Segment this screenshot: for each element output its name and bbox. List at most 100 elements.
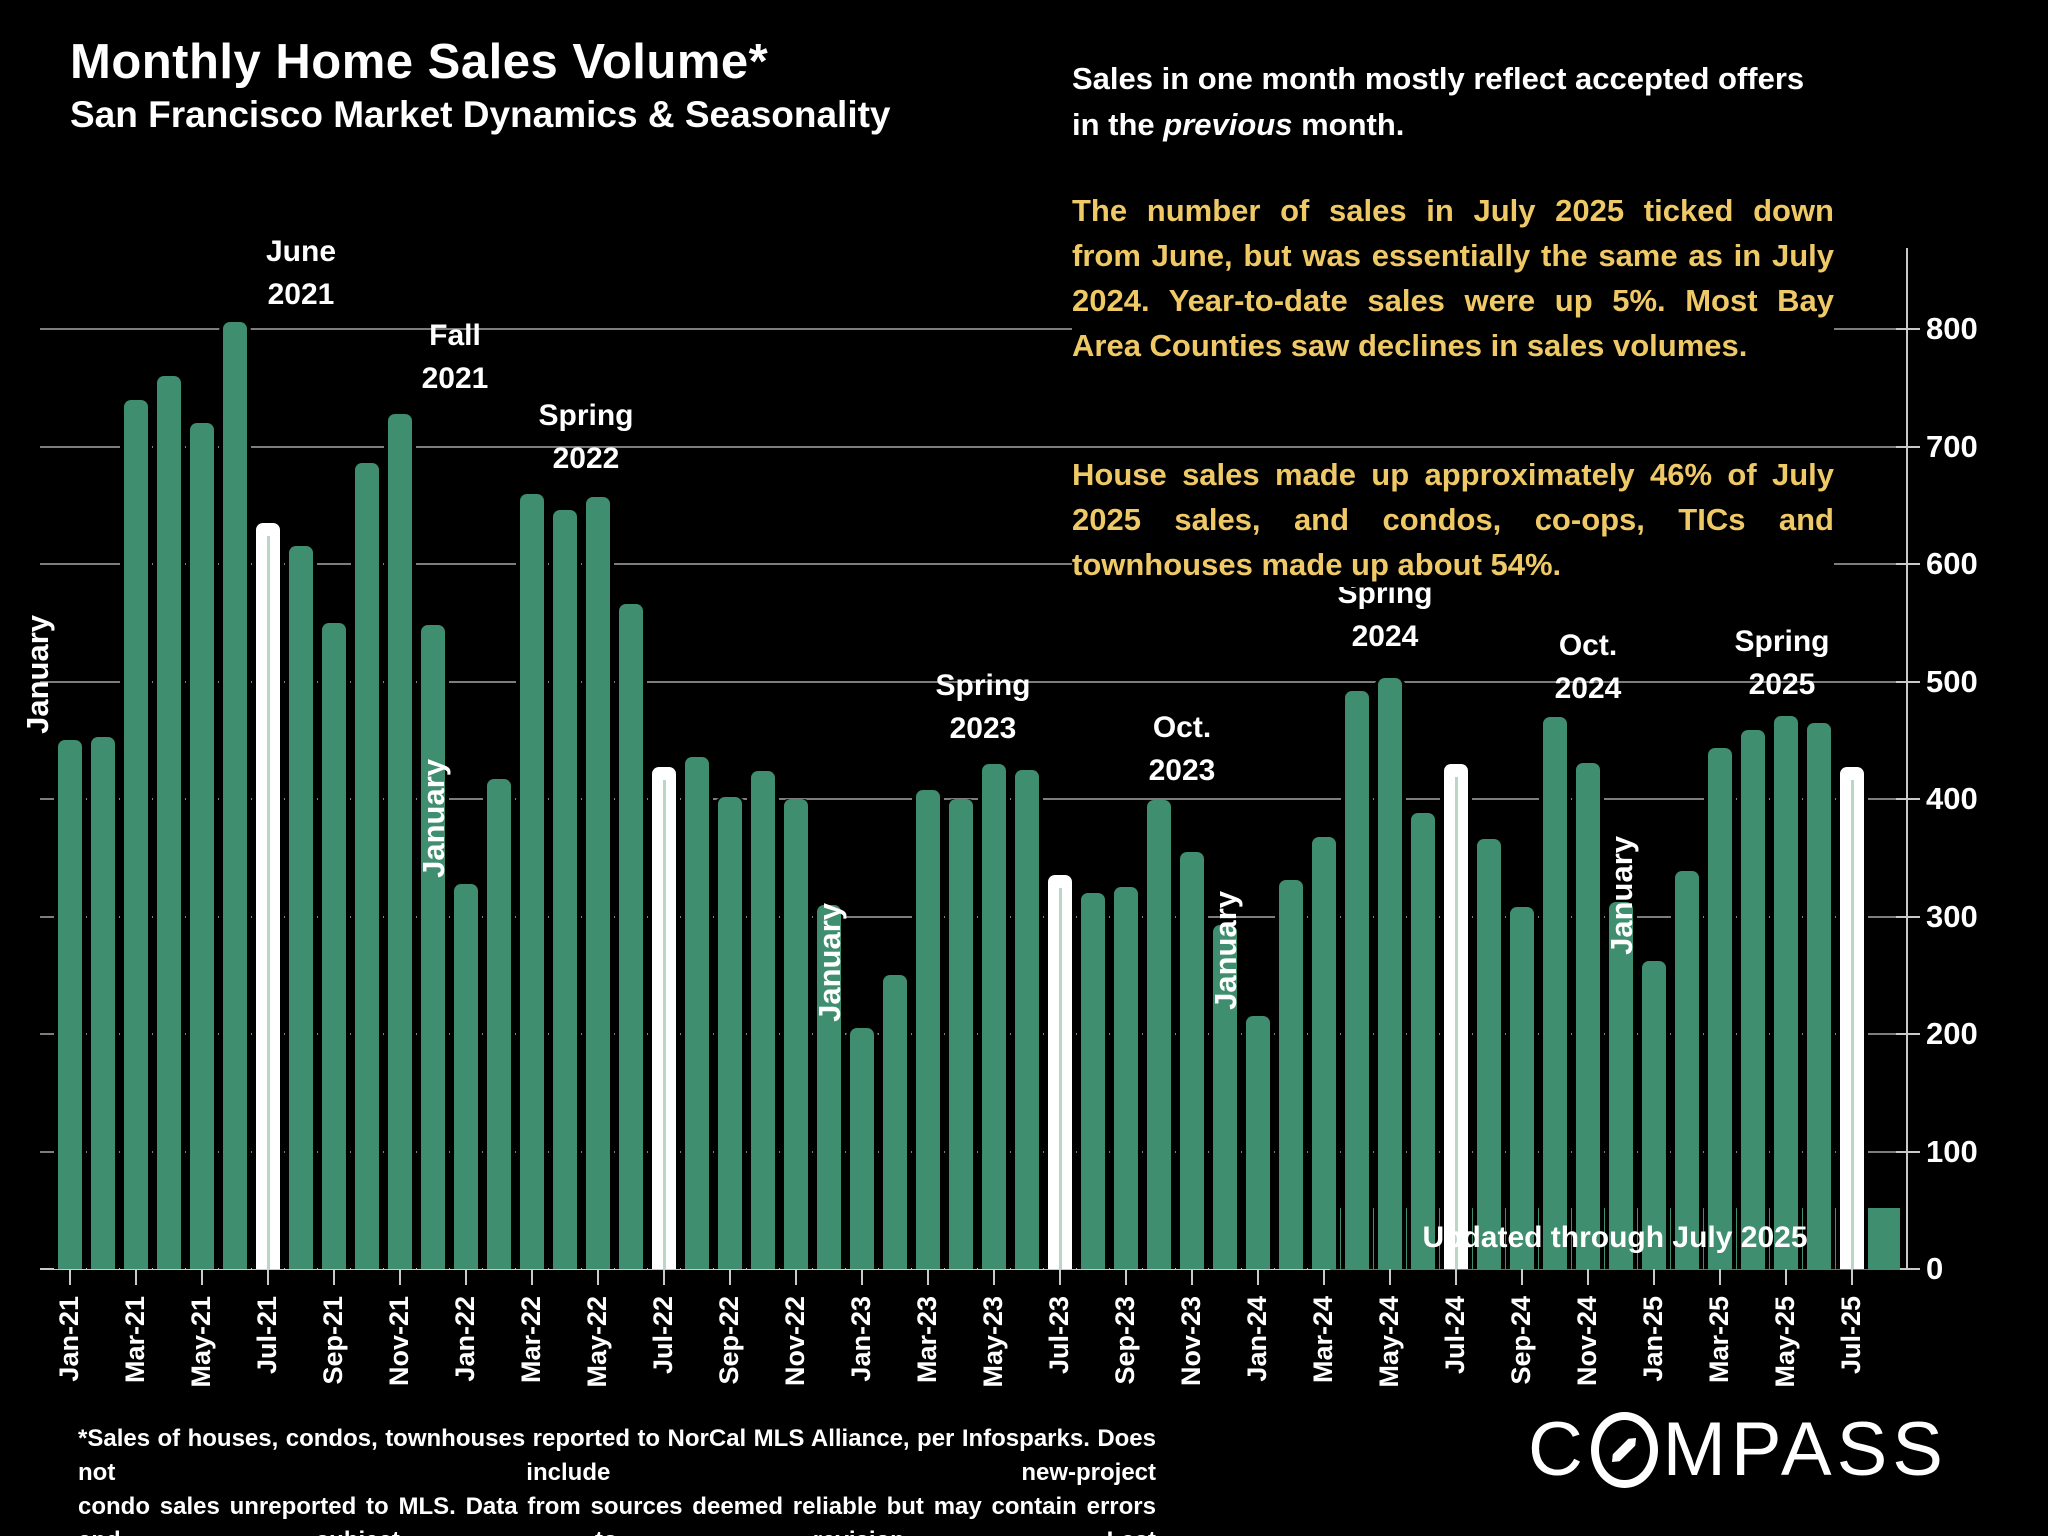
x-axis-tick-Jan-24 bbox=[1257, 1269, 1259, 1285]
season-annotation-Oct.-2024: Oct. 2024 bbox=[1554, 629, 1622, 705]
chart-bar-Nov-22 bbox=[780, 799, 812, 1269]
x-axis-label-Mar-22: Mar-22 bbox=[516, 1296, 546, 1384]
bar-fill-green bbox=[850, 1028, 874, 1269]
y-axis-label-800: 800 bbox=[1926, 311, 1978, 346]
x-axis-tick-May-24 bbox=[1389, 1269, 1391, 1285]
chart-bar-Jul-24 bbox=[1440, 763, 1472, 1269]
y-axis-label-600: 600 bbox=[1926, 546, 1978, 581]
bar-fill-green bbox=[124, 399, 148, 1269]
x-axis-label-Jan-24: Jan-24 bbox=[1242, 1296, 1272, 1382]
page-subtitle: San Francisco Market Dynamics & Seasonal… bbox=[70, 94, 891, 135]
chart-bar-Mar-22 bbox=[516, 493, 548, 1269]
y-axis-tick-600 bbox=[1896, 563, 1920, 565]
x-axis-tick-Jul-22 bbox=[663, 1269, 665, 1285]
chart-bar-Jan-25 bbox=[1638, 961, 1670, 1269]
season-annotation-Spring-2022: Spring 2022 bbox=[538, 399, 634, 475]
x-axis-label-Mar-21: Mar-21 bbox=[120, 1296, 150, 1384]
y-axis-label-0: 0 bbox=[1926, 1251, 1944, 1286]
chart-bar-Mar-23 bbox=[912, 789, 944, 1269]
x-axis-label-Jul-25: Jul-25 bbox=[1836, 1296, 1866, 1375]
x-axis-tick-Mar-21 bbox=[135, 1269, 137, 1285]
x-axis-tick-Jan-25 bbox=[1653, 1269, 1655, 1285]
x-axis-tick-Nov-23 bbox=[1191, 1269, 1193, 1285]
y-axis-tick-100 bbox=[1896, 1150, 1920, 1153]
chart-bar-Jun-23 bbox=[1011, 769, 1043, 1269]
chart-bar-Aug-22 bbox=[681, 756, 713, 1269]
chart-bar-Mar-21 bbox=[120, 399, 152, 1269]
y-axis-tick-300 bbox=[1896, 915, 1920, 918]
chart-bar-Sep-24 bbox=[1506, 907, 1538, 1269]
bar-fill-green bbox=[1675, 870, 1699, 1269]
y-axis-label-400: 400 bbox=[1926, 781, 1978, 816]
january-label-Jan-25: January bbox=[1604, 836, 1639, 956]
intro-text: Sales in one month mostly reflect accept… bbox=[1072, 56, 1834, 148]
chart-bar-Nov-24 bbox=[1572, 762, 1604, 1269]
bar-fill-green bbox=[619, 603, 643, 1269]
y-axis-tick-200 bbox=[1896, 1033, 1920, 1035]
bar-fill-green bbox=[586, 497, 610, 1269]
x-axis-tick-Jan-23 bbox=[861, 1269, 863, 1285]
x-axis-label-May-21: May-21 bbox=[186, 1296, 216, 1388]
chart-bar-Oct-23 bbox=[1143, 800, 1175, 1269]
gridline-400 bbox=[40, 798, 1906, 800]
chart-bar-Dec-24 bbox=[1605, 902, 1637, 1269]
bar-fill-green bbox=[1807, 722, 1831, 1269]
compass-needle-icon bbox=[1590, 1412, 1658, 1488]
y-axis-label-300: 300 bbox=[1926, 898, 1978, 934]
chart-bar-Sep-21 bbox=[318, 622, 350, 1269]
bar-fill-green bbox=[1642, 961, 1666, 1269]
bar-fill-green bbox=[1246, 1016, 1270, 1269]
x-axis-tick-Mar-25 bbox=[1719, 1269, 1721, 1285]
logo-text-c: C bbox=[1528, 1407, 1588, 1492]
january-label-Jan-24: January bbox=[1208, 891, 1243, 1011]
season-annotation-June-2021: June 2021 bbox=[265, 235, 337, 311]
x-axis-label-Mar-24: Mar-24 bbox=[1308, 1296, 1338, 1384]
season-annotation-Spring-2023: Spring 2023 bbox=[935, 669, 1031, 745]
chart-bar-Jun-22 bbox=[615, 603, 647, 1269]
bar-fill-green bbox=[1543, 716, 1567, 1269]
x-axis-label-Jan-23: Jan-23 bbox=[846, 1296, 876, 1382]
bar-fill-green bbox=[1279, 880, 1303, 1269]
chart-bar-Aug-23 bbox=[1077, 893, 1109, 1269]
y-axis-label-700: 700 bbox=[1926, 428, 1978, 464]
chart-bar-Mar-25 bbox=[1704, 748, 1736, 1269]
chart-bar-Feb-23 bbox=[879, 975, 911, 1269]
x-axis-tick-May-21 bbox=[201, 1269, 203, 1285]
bar-fill-green bbox=[883, 975, 907, 1269]
chart-bar-Jan-21 bbox=[54, 740, 86, 1269]
x-axis-label-Mar-25: Mar-25 bbox=[1704, 1296, 1734, 1384]
x-axis-label-Jul-21: Jul-21 bbox=[252, 1296, 282, 1375]
bar-fill-green bbox=[1147, 800, 1171, 1269]
y-axis-tick-0 bbox=[1896, 1268, 1920, 1270]
bar-fill-green bbox=[1312, 836, 1336, 1269]
bar-fill-white bbox=[1840, 767, 1864, 1269]
bar-fill-green bbox=[1609, 902, 1633, 1269]
y-axis-label-200: 200 bbox=[1926, 1016, 1978, 1051]
footnote-line1: *Sales of houses, condos, townhouses rep… bbox=[78, 1425, 1156, 1486]
bar-fill-white bbox=[1048, 875, 1072, 1269]
chart-bar-Aug-24 bbox=[1473, 838, 1505, 1269]
x-axis-label-May-25: May-25 bbox=[1770, 1296, 1800, 1388]
bar-fill-green bbox=[982, 763, 1006, 1269]
bar-fill-green bbox=[1411, 813, 1435, 1269]
gridline-800 bbox=[40, 328, 1906, 330]
bar-fill-green bbox=[58, 740, 82, 1269]
bar-fill-green bbox=[1114, 887, 1138, 1269]
bar-fill-green bbox=[685, 756, 709, 1269]
x-axis-label-Sep-24: Sep-24 bbox=[1506, 1296, 1536, 1385]
x-axis-tick-May-25 bbox=[1785, 1269, 1787, 1285]
chart-bar-May-22 bbox=[582, 497, 614, 1269]
chart-bar-Feb-22 bbox=[483, 779, 515, 1269]
chart-bar-Apr-23 bbox=[945, 799, 977, 1269]
chart-bar-Jun-25 bbox=[1803, 722, 1835, 1269]
x-axis-tick-Sep-21 bbox=[333, 1269, 335, 1285]
x-axis-tick-Jan-21 bbox=[69, 1269, 71, 1285]
x-axis-label-May-24: May-24 bbox=[1374, 1296, 1404, 1388]
chart-bar-Jan-22 bbox=[450, 883, 482, 1269]
footnote: *Sales of houses, condos, townhouses rep… bbox=[78, 1422, 1156, 1536]
bar-fill-green bbox=[1708, 748, 1732, 1269]
bar-fill-green bbox=[190, 423, 214, 1269]
x-axis-label-Jan-22: Jan-22 bbox=[450, 1296, 480, 1382]
gridline-500 bbox=[40, 680, 1906, 683]
